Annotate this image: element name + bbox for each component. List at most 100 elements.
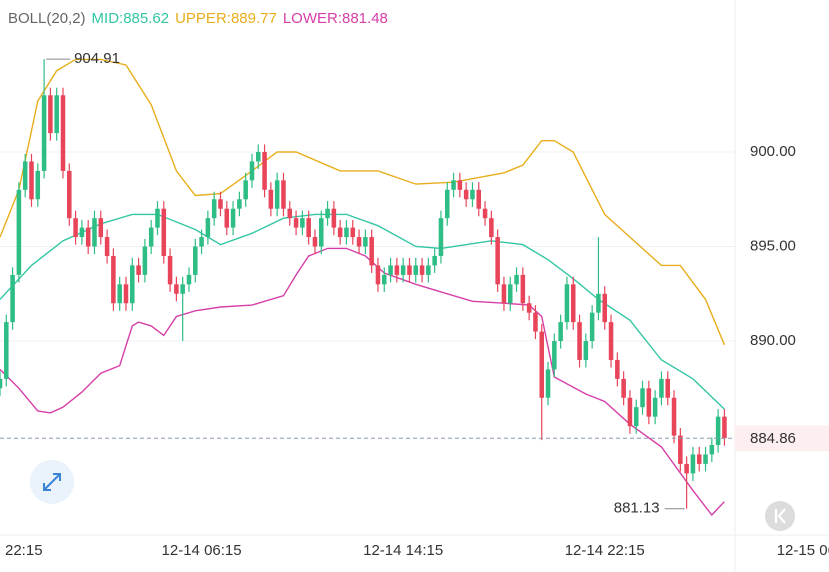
candle-body — [161, 208, 167, 256]
candle-body — [526, 303, 532, 313]
boll-line — [0, 247, 725, 517]
candle-body — [186, 274, 192, 285]
candle-body — [640, 388, 645, 408]
candle-body — [300, 218, 305, 228]
candle-body — [237, 199, 242, 209]
candle-body — [281, 180, 286, 209]
x-tick-label: 12-15 06 — [777, 542, 829, 559]
candle-body — [470, 189, 475, 200]
candle-body — [652, 397, 658, 417]
candle-body — [205, 218, 211, 238]
candle-body — [646, 388, 652, 417]
candle-body — [79, 227, 85, 238]
candle-body — [104, 237, 110, 256]
candle-body — [193, 246, 198, 275]
candle-body — [671, 397, 677, 436]
legend-entry: LOWER:881.48 — [283, 10, 388, 27]
candle-body — [10, 274, 15, 323]
legend-entry: MID:885.62 — [92, 10, 170, 27]
legend-entry: UPPER:889.77 — [175, 10, 277, 27]
candle-body — [211, 199, 217, 219]
x-tick-label: 12-14 22:15 — [565, 542, 645, 559]
candle-body — [0, 378, 3, 389]
last-price-label: 884.86 — [750, 430, 796, 447]
candle-body — [520, 274, 526, 304]
candle-body — [48, 95, 53, 134]
candle-body — [690, 454, 696, 474]
candle-body — [111, 255, 116, 304]
max-label: 904.91 — [74, 50, 120, 67]
candle-body — [589, 312, 595, 342]
candle-body — [54, 95, 59, 134]
candle-body — [659, 378, 664, 398]
y-tick-label: 890.00 — [750, 332, 796, 349]
back-button[interactable] — [765, 501, 795, 531]
candle-body — [60, 95, 66, 171]
candle-body — [444, 189, 450, 219]
indicator-name: BOLL(20,2) — [8, 10, 86, 27]
candle-body — [533, 312, 538, 332]
candle-body — [344, 227, 349, 238]
candle-body — [16, 189, 22, 275]
candle-body — [35, 170, 41, 200]
min-label: 881.13 — [614, 500, 660, 517]
candle-body — [249, 161, 255, 181]
candle-body — [602, 293, 608, 323]
candle-body — [312, 237, 318, 247]
candle-body — [350, 227, 356, 238]
candle-body — [41, 95, 47, 171]
candle-body — [608, 322, 614, 360]
legend: BOLL(20,2) MID:885.62 UPPER:889.77 LOWER:88… — [8, 10, 388, 27]
candle-body — [337, 227, 343, 238]
candle-body — [230, 208, 236, 228]
candle-body — [123, 284, 129, 304]
candle-body — [287, 208, 293, 219]
candle-body — [293, 218, 299, 228]
labels: 900.00 895.00 890.00 22:15 12-14 06:15 12-14 … — [0, 50, 829, 559]
candle-body — [400, 265, 406, 275]
expand-button[interactable] — [30, 460, 74, 504]
candle-body — [413, 265, 419, 275]
candle-body — [388, 265, 393, 275]
candle-body — [432, 255, 437, 266]
candle-body — [514, 274, 519, 285]
candle-body — [703, 454, 708, 464]
candle-body — [306, 218, 311, 238]
candle-body — [363, 237, 368, 247]
candle-body — [696, 454, 702, 464]
candle-body — [331, 208, 337, 228]
candle-body — [539, 331, 545, 398]
candle-body — [722, 416, 727, 439]
candle-body — [199, 237, 204, 247]
candle-body — [92, 218, 97, 247]
candle-body — [4, 322, 9, 379]
candle-body — [709, 445, 715, 455]
candle-body — [67, 170, 72, 219]
candle-body — [489, 218, 494, 238]
last-price-box — [735, 425, 829, 452]
candle-body — [545, 369, 551, 398]
candle-body — [665, 378, 671, 398]
y-tick-label: 900.00 — [750, 143, 796, 160]
candle-body — [369, 237, 374, 266]
candle-body — [633, 407, 639, 427]
candle-body — [564, 284, 570, 323]
candle-body — [558, 322, 563, 342]
candle-body — [268, 189, 274, 209]
candle-body — [29, 161, 34, 200]
candle-body — [684, 463, 689, 474]
candle-body — [85, 227, 91, 247]
candle-body — [451, 180, 456, 190]
candle-body — [262, 151, 267, 190]
candle-body — [136, 265, 141, 275]
candle-body — [495, 237, 500, 285]
candles — [0, 59, 727, 509]
candle-body — [501, 284, 507, 304]
candle-body — [678, 435, 683, 464]
candle-body — [243, 180, 248, 200]
candle-body — [218, 199, 223, 209]
candle-body — [463, 189, 469, 200]
indicator-lines — [0, 58, 726, 517]
candle-body — [596, 293, 601, 313]
candle-body — [438, 218, 444, 256]
